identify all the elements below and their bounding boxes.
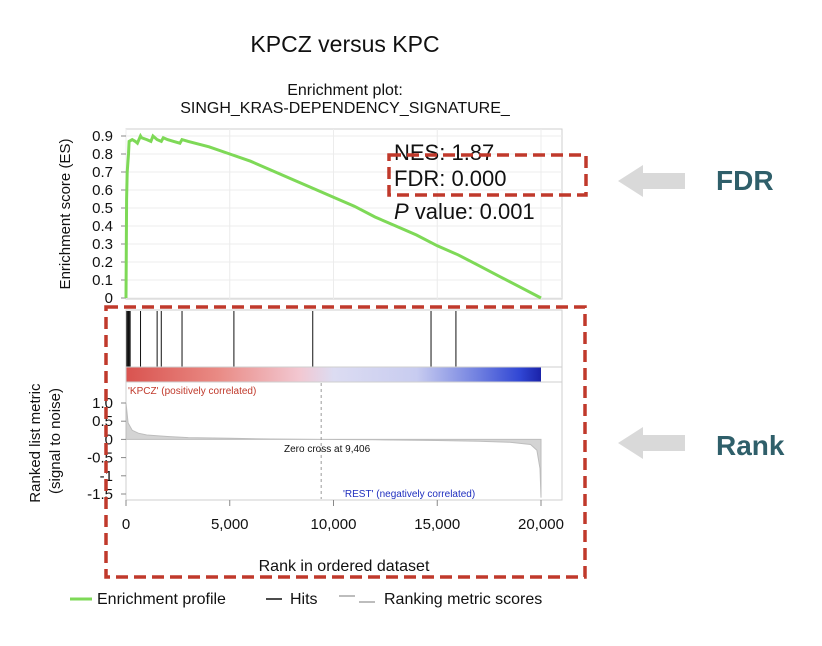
rank-panel: 1.00.50 -0.5-1-1.5 — [87, 381, 563, 503]
x-tick-label: 5,000 — [211, 516, 249, 533]
rank-y-axis-label: Ranked list metric (signal to noise) — [27, 379, 64, 502]
negative-correlation-label: 'REST' (negatively correlated) — [343, 489, 475, 500]
es-y-axis-label: Enrichment score (ES) — [57, 139, 74, 290]
legend: Enrichment profile Hits Ranking metric s… — [70, 591, 542, 608]
rank-highlight-box — [104, 305, 587, 579]
es-y-tick-label: 0.1 — [92, 272, 113, 289]
hits-panel — [125, 309, 563, 368]
rank-callout-label: Rank — [716, 430, 785, 461]
nes-stat: NES: 1.87 — [394, 140, 494, 165]
figure-title: KPCZ versus KPC — [250, 31, 439, 57]
rank-y-axis-label-line2: (signal to noise) — [47, 388, 64, 494]
zero-cross-label: Zero cross at 9,406 — [284, 444, 371, 455]
x-tick-label: 15,000 — [414, 516, 460, 533]
legend-profile-label: Enrichment profile — [97, 591, 226, 608]
rank-y-axis-label-line1: Ranked list metric — [27, 383, 44, 503]
es-y-tick-label: 0.3 — [92, 236, 113, 253]
x-tick-label: 10,000 — [311, 516, 357, 533]
rank-arrow-icon — [618, 427, 685, 459]
rank-y-tick-label: -1.5 — [87, 486, 113, 503]
hits-plot-area — [125, 309, 563, 368]
legend-ranking-label: Ranking metric scores — [384, 591, 542, 608]
positive-correlation-label: 'KPCZ' (positively correlated) — [128, 386, 256, 397]
rank-plot-area — [125, 381, 563, 501]
es-y-tick-label: 0.7 — [92, 164, 113, 181]
rank-y-tick-label: -0.5 — [87, 450, 113, 467]
p-letter: P — [394, 199, 409, 224]
rank-y-tick-label: -1 — [100, 468, 113, 485]
enrichment-profile-line — [124, 132, 542, 300]
es-y-tick-label: 0.9 — [92, 128, 113, 145]
es-y-tick-label: 0.4 — [92, 218, 113, 235]
plot-subtitle-line1: Enrichment plot: — [287, 82, 403, 99]
rank-y-tick-label: 1.0 — [92, 395, 113, 412]
fdr-callout-label: FDR — [716, 165, 774, 196]
rank-color-bar — [126, 367, 541, 382]
x-tick-label: 20,000 — [518, 516, 564, 533]
es-y-tick-label: 0.6 — [92, 182, 113, 199]
fdr-highlight-box — [387, 153, 588, 197]
x-tick-label: 0 — [122, 516, 130, 533]
p-value-stat: P value: 0.001 — [394, 199, 535, 224]
legend-hits-label: Hits — [290, 591, 318, 608]
fdr-arrow-icon — [618, 165, 685, 197]
es-y-tick-label: 0.8 — [92, 146, 113, 163]
fdr-stat: FDR: 0.000 — [394, 166, 507, 191]
p-value-text: value: 0.001 — [409, 199, 535, 224]
es-y-tick-label: 0.2 — [92, 254, 113, 271]
rank-y-tick-label: 0 — [105, 431, 113, 448]
plot-subtitle-line2: SINGH_KRAS-DEPENDENCY_SIGNATURE_ — [180, 100, 511, 117]
es-y-tick-label: 0 — [105, 290, 113, 307]
rank-y-tick-label: 0.5 — [92, 413, 113, 430]
x-axis-label: Rank in ordered dataset — [259, 558, 430, 575]
es-y-tick-label: 0.5 — [92, 200, 113, 217]
